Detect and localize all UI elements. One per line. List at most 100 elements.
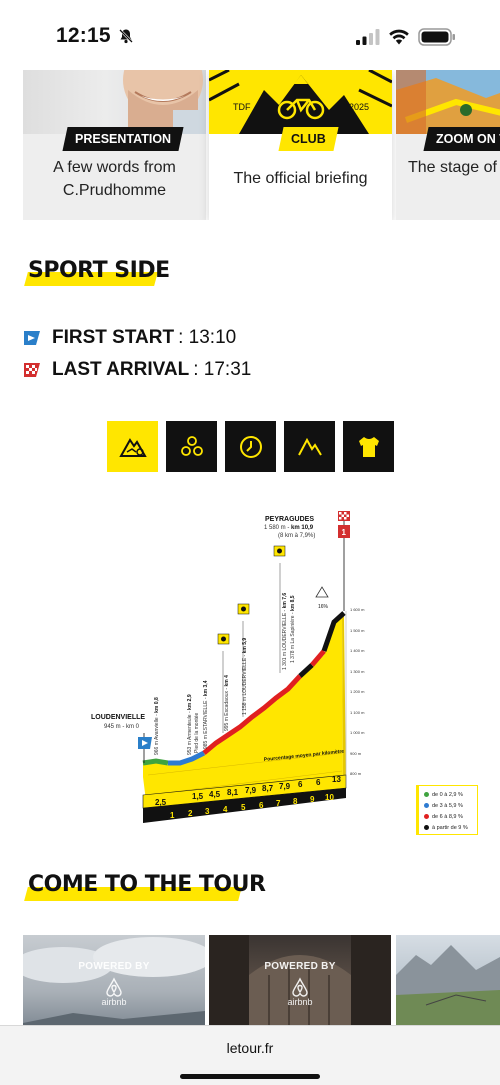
steep-section-icon (315, 586, 329, 598)
clock-icon (239, 435, 262, 458)
speaker-photo-icon (123, 70, 206, 134)
bell-muted-icon (119, 29, 133, 44)
mountain-photo-icon (396, 945, 500, 1030)
battery-icon (418, 28, 455, 46)
start-info: 945 m - km 0 (104, 724, 140, 730)
logo-label-right: 2025 (349, 102, 370, 112)
card-tag-presentation: PRESENTATION (62, 127, 184, 151)
signal-icon (356, 29, 380, 45)
alt-label: 1 000 m (350, 730, 365, 735)
finish-flag-icon (24, 363, 40, 377)
card-club[interactable]: TDF 2025 CLUB The official briefing (209, 70, 392, 220)
start-flag-icon (24, 331, 40, 345)
gradient-value: 8,7 (262, 784, 274, 793)
stage-profile-diagram: 1 600 m 1 500 m 1 400 m 1 300 m 1 200 m … (91, 511, 365, 823)
card-tag-club: CLUB (278, 127, 339, 151)
legend-item: à partir de 9 % (419, 822, 477, 833)
tab-bubbles[interactable] (166, 421, 217, 472)
km-mark: 5 (241, 803, 246, 812)
card-title: The official briefing (233, 170, 368, 187)
url-text[interactable]: letour.fr (226, 1040, 274, 1056)
card-presentation[interactable]: PRESENTATION A few words from C.Prudhomm… (23, 70, 206, 220)
home-indicator (180, 1074, 320, 1079)
alt-label: 1 200 m (350, 689, 365, 694)
waypoint-label: 966 m Avanvielle - km 0,8 (154, 697, 160, 755)
gradient-value: 7,9 (245, 786, 257, 795)
waypoint-label: 953 m Armenteule - km 2,9 (187, 694, 193, 755)
km-mark: 1 (170, 811, 175, 820)
km-mark: 7 (276, 799, 281, 808)
last-arrival-row: LAST ARRIVAL : 17:31 (22, 358, 251, 382)
airbnb-logo: airbnb (23, 977, 205, 1007)
gradient-legend: de 0 à 2,9 % de 3 à 5,9 % de 6 à 8,9 % à… (416, 785, 478, 835)
km-mark: 8 (293, 797, 298, 806)
status-bar: 12:15 (0, 0, 500, 70)
tab-timing[interactable] (225, 421, 276, 472)
card-image-stage-map (396, 70, 500, 134)
airbnb-logo: airbnb (209, 977, 391, 1007)
card-tag-zoom: ZOOM ON THE (423, 127, 500, 151)
stay-card-3[interactable] (396, 935, 500, 1030)
last-arrival-time: : 17:31 (193, 359, 252, 380)
tab-jersey[interactable] (343, 421, 394, 472)
km-mark: 6 (259, 801, 264, 810)
stay-card-2[interactable]: POWERED BY airbnb (209, 935, 391, 1030)
waypoint-label: Pied de la montée (194, 712, 200, 753)
alt-label: 900 m (350, 751, 362, 756)
interior-photo-icon (209, 935, 391, 1030)
logo-label-left: TDF (233, 102, 251, 112)
landscape-photo-icon (23, 937, 205, 1030)
tab-profile[interactable] (107, 421, 158, 472)
waypoint-label: 1 301 m LOUDERVIELLE - km 7,6 (282, 593, 288, 670)
jersey-icon (358, 436, 379, 457)
waypoint-label: 985 m ESTARVIELLE - km 3,4 (203, 680, 209, 749)
waypoint-label: 995 m Escadaoux - km 4 (224, 675, 230, 731)
powered-by-label: POWERED BY (78, 961, 150, 972)
bike-mountain-logo-icon (209, 70, 392, 134)
card-zoom[interactable]: ZOOM ON THE The stage of t vide (396, 70, 500, 220)
card-title: The stage of t vide (408, 159, 500, 176)
alt-label: 800 m (350, 771, 362, 776)
finish-name: PEYRAGUDES (265, 516, 314, 523)
wifi-icon (389, 29, 409, 45)
gradient-value: 2,5 (155, 798, 167, 807)
legend-item: de 6 à 8,9 % (419, 811, 477, 822)
finish-info: 1 580 m - km 10,9 (264, 525, 314, 531)
legend-item: de 0 à 2,9 % (419, 789, 477, 800)
bubbles-icon (180, 435, 203, 456)
card-image-club-logo: TDF 2025 (209, 70, 392, 134)
stay-card-1[interactable]: POWERED BY airbnb (23, 935, 205, 1030)
tab-climbs[interactable] (284, 421, 335, 472)
airbnb-icon (106, 977, 122, 997)
km-mark: 4 (223, 805, 228, 814)
km-mark: 10 (325, 793, 334, 802)
km-mark: 3 (205, 807, 210, 816)
section-title-sport-side: SPORT SIDE (28, 258, 170, 283)
browser-url-bar[interactable]: letour.fr (0, 1025, 500, 1085)
gradient-value: 7,9 (279, 782, 291, 791)
alt-label: 1 500 m (350, 628, 365, 633)
waypoint-label: 1 158 m LOUDERVIELLE - km 5,9 (242, 638, 248, 715)
finish-number-badge (338, 525, 350, 538)
mountain-profile-icon (118, 437, 147, 457)
status-time: 12:15 (56, 24, 111, 47)
first-start-time: : 13:10 (178, 327, 237, 348)
gradient-badge: 16% (318, 604, 329, 610)
airbnb-icon (292, 977, 308, 997)
gradient-value: 6 (316, 778, 321, 787)
card-title: A few words from C.Prudhomme (53, 159, 176, 199)
climb-icon (297, 437, 322, 456)
gradient-value: 13 (332, 775, 341, 784)
first-start-label: FIRST START (52, 327, 175, 348)
card-image-speaker (23, 70, 206, 134)
waypoint-label: 1 378 m La Sapinière - km 8,5 (290, 595, 296, 663)
last-arrival-label: LAST ARRIVAL (52, 359, 190, 380)
video-cards-carousel[interactable]: PRESENTATION A few words from C.Prudhomm… (0, 70, 500, 220)
alt-label: 1 400 m (350, 648, 365, 653)
gradient-value: 4,5 (209, 790, 221, 799)
stage-map-icon (396, 70, 500, 134)
start-name: LOUDENVIELLE (91, 714, 145, 721)
km-mark: 9 (310, 795, 315, 804)
svg-text:1: 1 (342, 528, 347, 537)
finish-climb-info: (8 km à 7,9%) (278, 533, 315, 539)
